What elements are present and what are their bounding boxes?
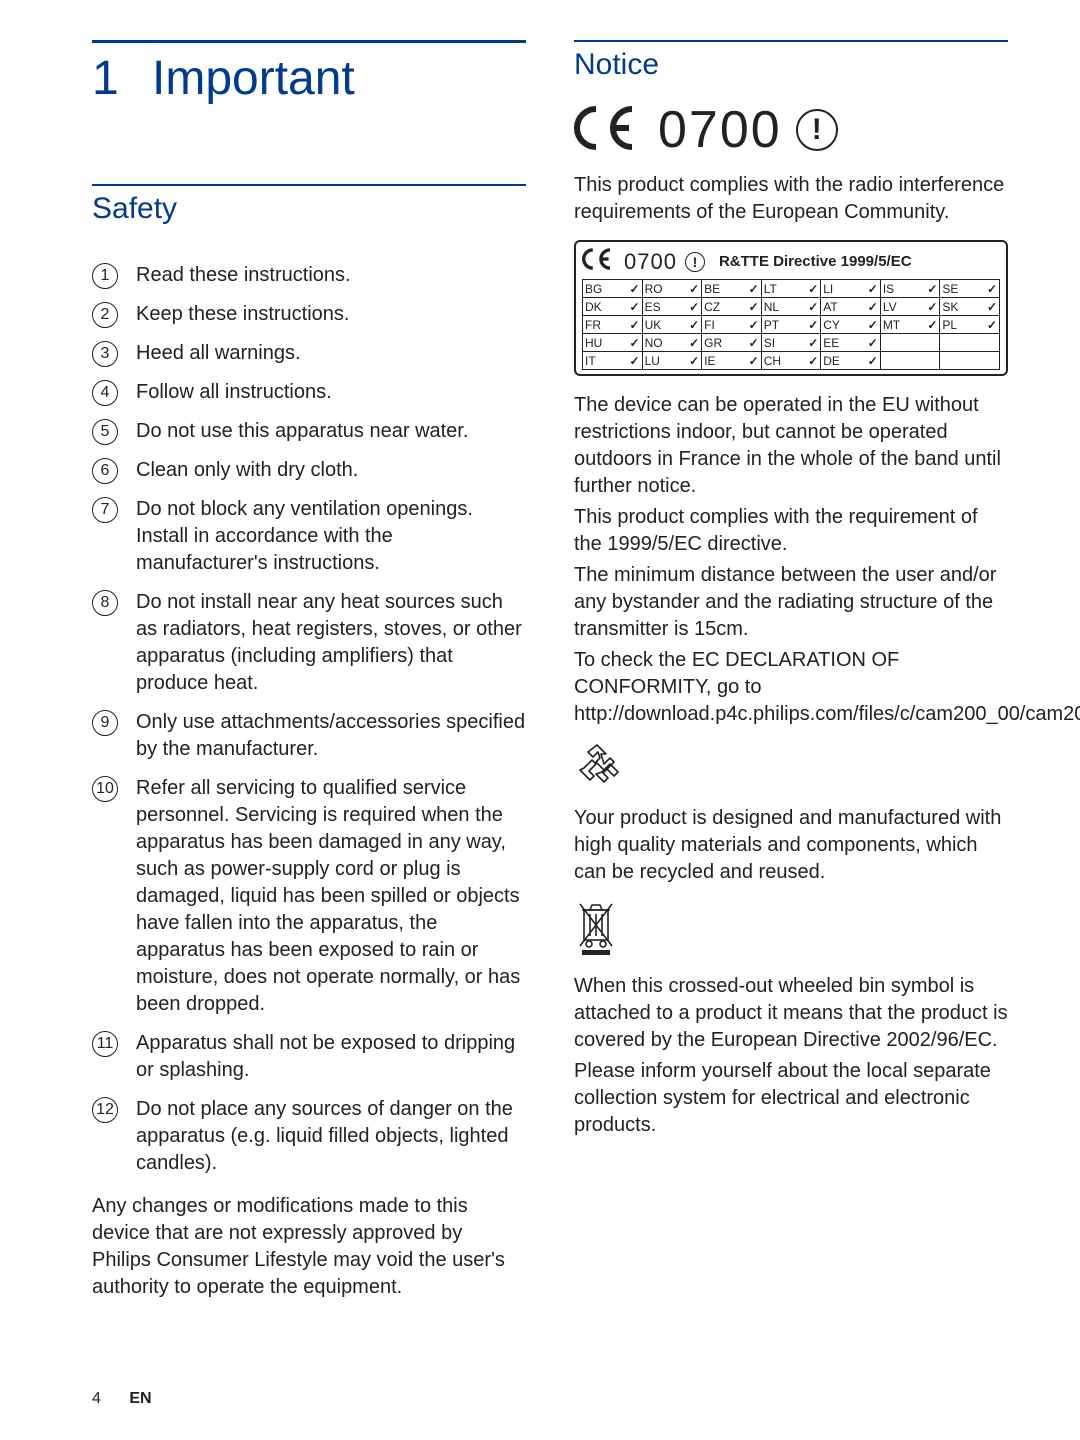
country-cell: FI✓: [702, 316, 762, 334]
safety-item: Keep these instructions.: [92, 301, 526, 328]
alert-small-icon: !: [685, 252, 705, 272]
safety-item: Do not use this apparatus near water.: [92, 418, 526, 445]
country-cell: ES✓: [642, 298, 702, 316]
country-cell: DE✓: [821, 352, 881, 370]
recycle-icon: [574, 742, 1008, 793]
left-column: 1Important Safety Read these instruction…: [92, 40, 526, 1305]
ce-mark-row: 0700 !: [574, 100, 1008, 160]
eu-note: The device can be operated in the EU wit…: [574, 392, 1008, 500]
country-cell: PT✓: [761, 316, 821, 334]
country-cell: [940, 352, 1000, 370]
country-cell: CH✓: [761, 352, 821, 370]
country-cell: [880, 334, 940, 352]
country-cell: FR✓: [583, 316, 643, 334]
country-cell: LI✓: [821, 280, 881, 298]
country-cell: NO✓: [642, 334, 702, 352]
country-cell: LT✓: [761, 280, 821, 298]
country-cell: IT✓: [583, 352, 643, 370]
country-cell: SK✓: [940, 298, 1000, 316]
country-cell: MT✓: [880, 316, 940, 334]
chapter-rule: [92, 40, 526, 43]
safety-item: Refer all servicing to qualified service…: [92, 775, 526, 1018]
directive-note: This product complies with the requireme…: [574, 504, 1008, 558]
safety-list: Read these instructions. Keep these instr…: [92, 262, 526, 1177]
country-cell: [880, 352, 940, 370]
alert-icon: !: [796, 109, 838, 151]
ce-number-small: 0700: [624, 249, 677, 275]
weee-note-2: Please inform yourself about the local s…: [574, 1058, 1008, 1139]
country-cell: SE✓: [940, 280, 1000, 298]
chapter-number: 1: [92, 51, 152, 106]
country-cell: AT✓: [821, 298, 881, 316]
page-language: EN: [129, 1390, 151, 1407]
safety-item: Do not place any sources of danger on th…: [92, 1096, 526, 1177]
page-footer: 4 EN: [92, 1390, 152, 1408]
country-cell: UK✓: [642, 316, 702, 334]
country-cell: [940, 334, 1000, 352]
country-cell: BE✓: [702, 280, 762, 298]
notice-heading: Notice: [574, 48, 1008, 82]
right-column: Notice 0700 ! This product complies with…: [574, 40, 1008, 1305]
safety-item: Read these instructions.: [92, 262, 526, 289]
wheeled-bin-icon: [574, 900, 1008, 961]
country-cell: NL✓: [761, 298, 821, 316]
country-cell: IE✓: [702, 352, 762, 370]
country-cell: PL✓: [940, 316, 1000, 334]
recycle-note: Your product is designed and manufacture…: [574, 805, 1008, 886]
safety-item: Clean only with dry cloth.: [92, 457, 526, 484]
safety-item: Heed all warnings.: [92, 340, 526, 367]
country-cell: EE✓: [821, 334, 881, 352]
country-cell: RO✓: [642, 280, 702, 298]
country-cell: GR✓: [702, 334, 762, 352]
weee-note: When this crossed-out wheeled bin symbol…: [574, 973, 1008, 1054]
directive-box-header: 0700 ! R&TTE Directive 1999/5/EC: [582, 248, 1000, 275]
safety-item: Do not install near any heat sources suc…: [92, 589, 526, 697]
ce-number: 0700: [658, 100, 782, 160]
country-cell: LU✓: [642, 352, 702, 370]
country-table: BG✓RO✓BE✓LT✓LI✓IS✓SE✓DK✓ES✓CZ✓NL✓AT✓LV✓S…: [582, 279, 1000, 370]
distance-note: The minimum distance between the user an…: [574, 562, 1008, 643]
country-cell: DK✓: [583, 298, 643, 316]
ce-mark-small-icon: [582, 248, 616, 275]
doc-note: To check the EC DECLARATION OF CONFORMIT…: [574, 647, 1008, 728]
safety-item: Follow all instructions.: [92, 379, 526, 406]
country-cell: IS✓: [880, 280, 940, 298]
section-rule-notice: [574, 40, 1008, 42]
safety-item: Only use attachments/accessories specifi…: [92, 709, 526, 763]
country-cell: CY✓: [821, 316, 881, 334]
country-cell: HU✓: [583, 334, 643, 352]
ce-mark-icon: [574, 105, 644, 156]
country-cell: LV✓: [880, 298, 940, 316]
safety-item: Apparatus shall not be exposed to drippi…: [92, 1030, 526, 1084]
directive-title: R&TTE Directive 1999/5/EC: [719, 253, 912, 270]
compliance-intro: This product complies with the radio int…: [574, 172, 1008, 226]
country-cell: SI✓: [761, 334, 821, 352]
chapter-heading: 1Important: [92, 51, 526, 106]
page-number: 4: [92, 1390, 101, 1407]
country-cell: BG✓: [583, 280, 643, 298]
country-cell: CZ✓: [702, 298, 762, 316]
section-rule-safety: [92, 184, 526, 186]
safety-item: Do not block any ventilation openings. I…: [92, 496, 526, 577]
safety-heading: Safety: [92, 192, 526, 226]
directive-country-box: 0700 ! R&TTE Directive 1999/5/EC BG✓RO✓B…: [574, 240, 1008, 376]
modifications-footnote: Any changes or modifications made to thi…: [92, 1193, 526, 1301]
chapter-title: Important: [152, 52, 355, 105]
